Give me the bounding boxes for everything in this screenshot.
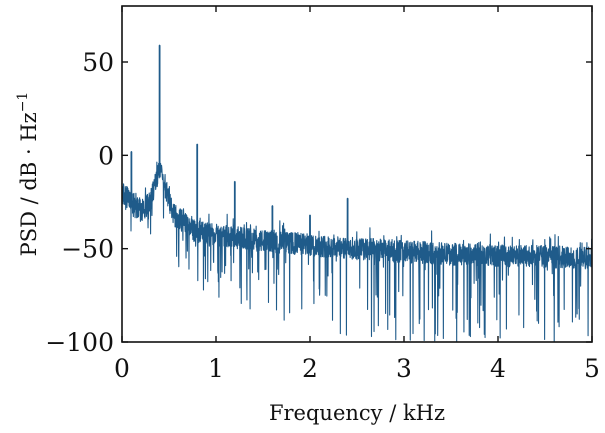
axis-ticks: 0 1 2 3 4 5 −100 −50 0 50 [45, 6, 600, 383]
plot-area [121, 44, 593, 343]
y-tick-label: −100 [45, 328, 114, 357]
axes-frame [121, 5, 593, 343]
x-axis-label: Frequency / kHz [269, 401, 445, 425]
psd-series-line [121, 44, 593, 343]
x-tick-label: 4 [490, 354, 506, 383]
y-tick-label: −50 [61, 235, 114, 264]
y-tick-label: 0 [98, 141, 114, 170]
y-axis-label-text: PSD / dB · Hz [17, 112, 41, 256]
x-tick-label: 3 [396, 354, 412, 383]
y-axis-label: PSD / dB · Hz−1 [15, 92, 41, 257]
x-tick-label: 1 [208, 354, 224, 383]
y-axis-label-exponent: −1 [15, 92, 31, 113]
y-tick-label: 50 [82, 48, 114, 77]
x-tick-label: 2 [302, 354, 318, 383]
x-tick-label: 5 [584, 354, 600, 383]
x-tick-label: 0 [114, 354, 130, 383]
